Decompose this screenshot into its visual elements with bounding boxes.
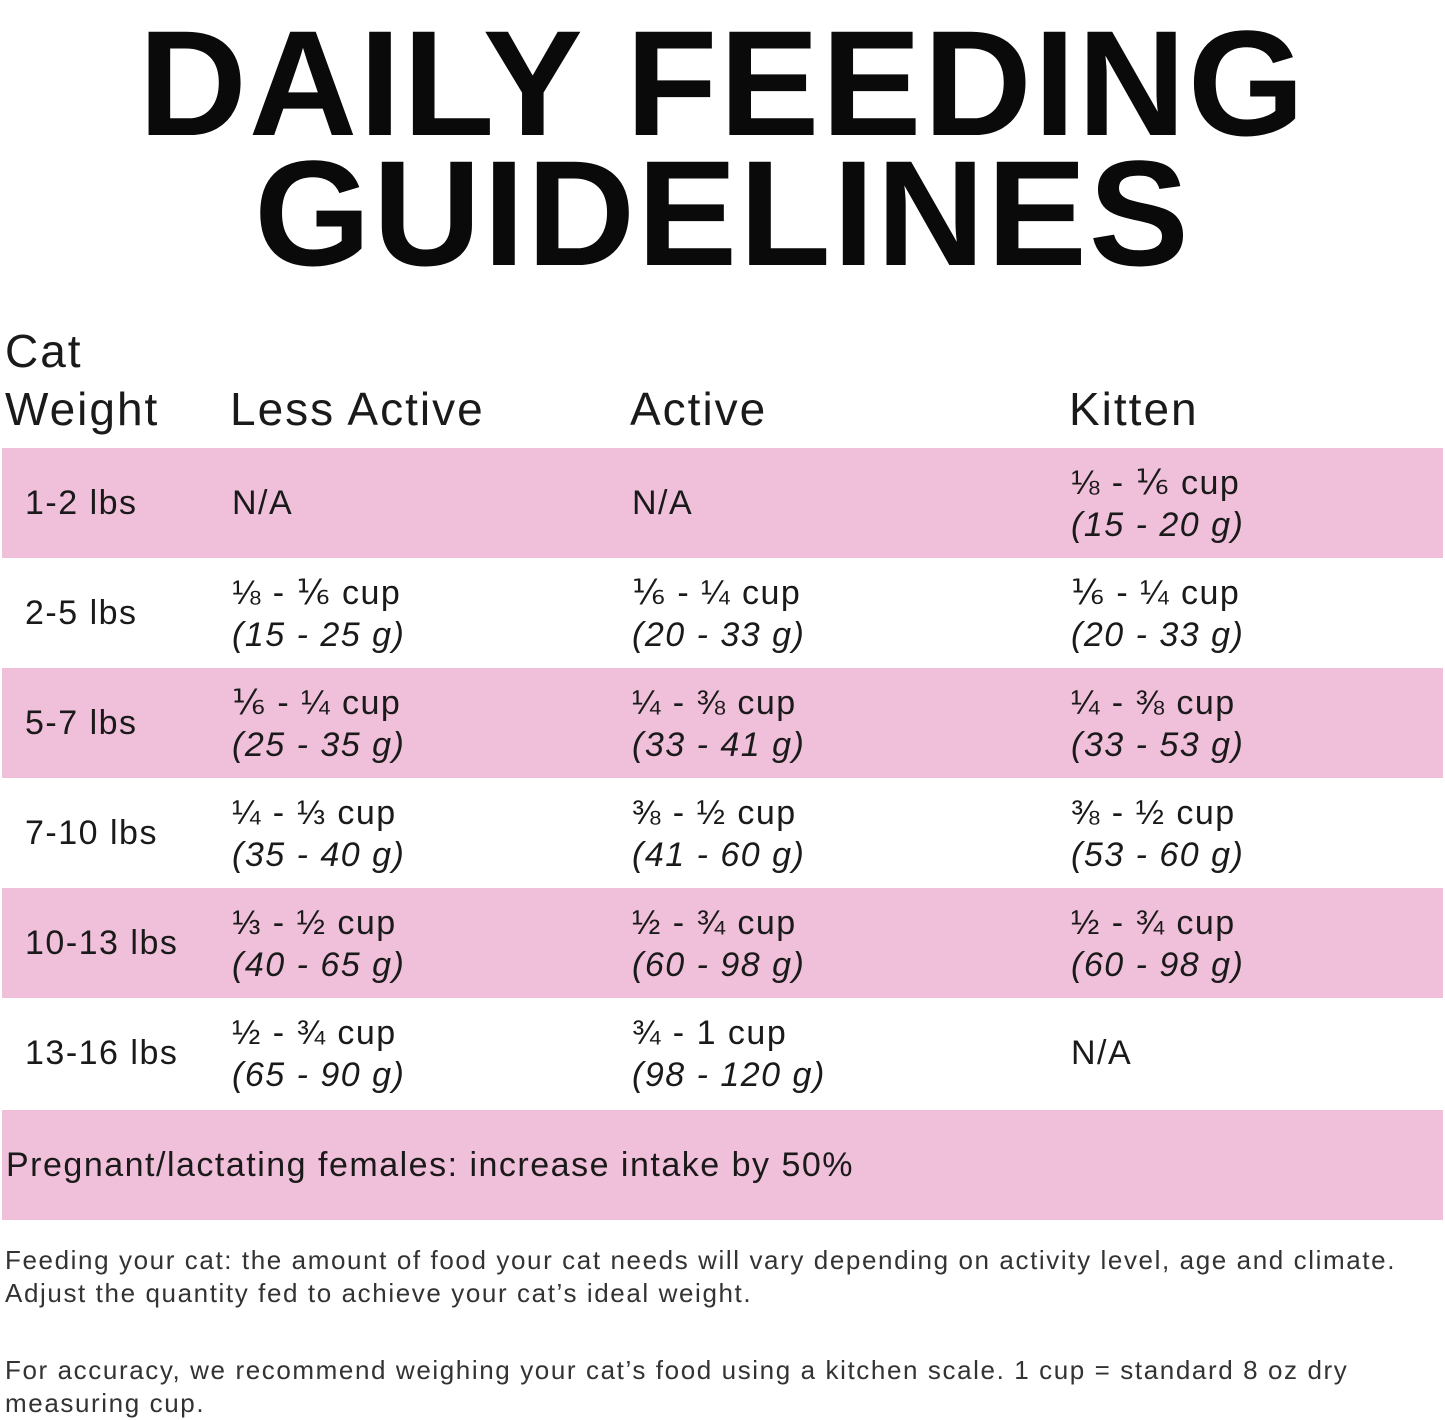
weight-cell: 2-5 lbs: [25, 594, 138, 632]
weight-cell: 7-10 lbs: [25, 814, 158, 852]
note-row: Pregnant/lactating females: increase int…: [2, 1110, 1443, 1220]
header-weight-line2: Weight: [5, 383, 160, 435]
table-row: 7-10 lbs ¼ - ⅓ cup (35 - 40 g) ⅜ - ½ cup (41…: [2, 778, 1443, 888]
cup-amount: ¼ - ⅜ cup: [632, 684, 797, 722]
gram-amount: (53 - 60 g): [1071, 836, 1245, 874]
cup-amount: ½ - ¾ cup: [1071, 904, 1236, 942]
active-cell: ⅜ - ½ cup (41 - 60 g): [632, 792, 805, 876]
cup-amount: ⅙ - ¼ cup: [1071, 574, 1241, 612]
kitten-cell: N/A: [1071, 1032, 1132, 1074]
active-cell: ¾ - 1 cup (98 - 120 g): [632, 1012, 826, 1096]
less-active-cell: ⅛ - ⅙ cup (15 - 25 g): [232, 572, 405, 656]
weight-cell: 1-2 lbs: [25, 484, 138, 522]
header-weight-line1: Cat: [5, 325, 83, 377]
header-cat-weight: Cat Weight: [5, 322, 159, 438]
active-cell: ½ - ¾ cup (60 - 98 g): [632, 902, 805, 986]
cup-amount: ⅙ - ¼ cup: [632, 574, 802, 612]
active-cell: ¼ - ⅜ cup (33 - 41 g): [632, 682, 805, 766]
gram-amount: (98 - 120 g): [632, 1056, 826, 1094]
gram-amount: (15 - 20 g): [1071, 506, 1245, 544]
table-row: 13-16 lbs ½ - ¾ cup (65 - 90 g) ¾ - 1 cup (9…: [2, 998, 1443, 1108]
active-cell: ⅙ - ¼ cup (20 - 33 g): [632, 572, 805, 656]
cup-amount: ⅙ - ¼ cup: [232, 684, 402, 722]
table-row: 1-2 lbs N/A N/A ⅛ - ⅙ cup (15 - 20 g): [2, 448, 1443, 558]
weight-cell: 5-7 lbs: [25, 704, 138, 742]
cup-amount: ⅓ - ½ cup: [232, 904, 397, 942]
cup-amount: N/A: [632, 484, 694, 522]
kitten-cell: ⅜ - ½ cup (53 - 60 g): [1071, 792, 1244, 876]
weight-cell: 10-13 lbs: [25, 924, 179, 962]
gram-amount: (15 - 25 g): [232, 616, 406, 654]
cup-amount: ½ - ¾ cup: [232, 1014, 397, 1052]
less-active-cell: ¼ - ⅓ cup (35 - 40 g): [232, 792, 405, 876]
less-active-cell: ⅙ - ¼ cup (25 - 35 g): [232, 682, 405, 766]
gram-amount: (33 - 53 g): [1071, 726, 1245, 764]
weight-cell: 13-16 lbs: [25, 1034, 179, 1072]
active-cell: N/A: [632, 482, 693, 524]
kitten-cell: ⅛ - ⅙ cup (15 - 20 g): [1071, 462, 1244, 546]
footer-paragraph-1: Feeding your cat: the amount of food you…: [5, 1245, 1397, 1308]
cup-amount: ⅜ - ½ cup: [632, 794, 797, 832]
page-title-line1: DAILY FEEDING: [138, 0, 1307, 167]
less-active-cell: N/A: [232, 482, 293, 524]
less-active-cell: ⅓ - ½ cup (40 - 65 g): [232, 902, 405, 986]
gram-amount: (65 - 90 g): [232, 1056, 406, 1094]
less-active-cell: ½ - ¾ cup (65 - 90 g): [232, 1012, 405, 1096]
cup-amount: ¼ - ⅓ cup: [232, 794, 397, 832]
gram-amount: (20 - 33 g): [632, 616, 806, 654]
kitten-cell: ¼ - ⅜ cup (33 - 53 g): [1071, 682, 1244, 766]
header-active: Active: [630, 383, 768, 435]
cup-amount: ⅜ - ½ cup: [1071, 794, 1236, 832]
cup-amount: ¼ - ⅜ cup: [1071, 684, 1236, 722]
pregnant-note: Pregnant/lactating females: increase int…: [6, 1146, 855, 1184]
cup-amount: N/A: [232, 484, 294, 522]
footer-paragraph-2: For accuracy, we recommend weighing your…: [5, 1355, 1349, 1418]
cup-amount: ¾ - 1 cup: [632, 1014, 788, 1052]
gram-amount: (20 - 33 g): [1071, 616, 1245, 654]
gram-amount: (25 - 35 g): [232, 726, 406, 764]
gram-amount: (35 - 40 g): [232, 836, 406, 874]
cup-amount: ⅛ - ⅙ cup: [232, 574, 402, 612]
cup-amount: ⅛ - ⅙ cup: [1071, 464, 1241, 502]
header-kitten: Kitten: [1069, 383, 1199, 435]
gram-amount: (60 - 98 g): [632, 946, 806, 984]
table-row: 2-5 lbs ⅛ - ⅙ cup (15 - 25 g) ⅙ - ¼ cup (20 …: [2, 558, 1443, 668]
gram-amount: (60 - 98 g): [1071, 946, 1245, 984]
gram-amount: (33 - 41 g): [632, 726, 806, 764]
kitten-cell: ⅙ - ¼ cup (20 - 33 g): [1071, 572, 1244, 656]
page-title-line2: GUIDELINES: [254, 129, 1191, 297]
gram-amount: (40 - 65 g): [232, 946, 406, 984]
cup-amount: ½ - ¾ cup: [632, 904, 797, 942]
header-less-active: Less Active: [230, 383, 485, 435]
cup-amount: N/A: [1071, 1034, 1133, 1072]
gram-amount: (41 - 60 g): [632, 836, 806, 874]
kitten-cell: ½ - ¾ cup (60 - 98 g): [1071, 902, 1244, 986]
table-row: 10-13 lbs ⅓ - ½ cup (40 - 65 g) ½ - ¾ cup (6…: [2, 888, 1443, 998]
table-row: 5-7 lbs ⅙ - ¼ cup (25 - 35 g) ¼ - ⅜ cup (33 …: [2, 668, 1443, 778]
